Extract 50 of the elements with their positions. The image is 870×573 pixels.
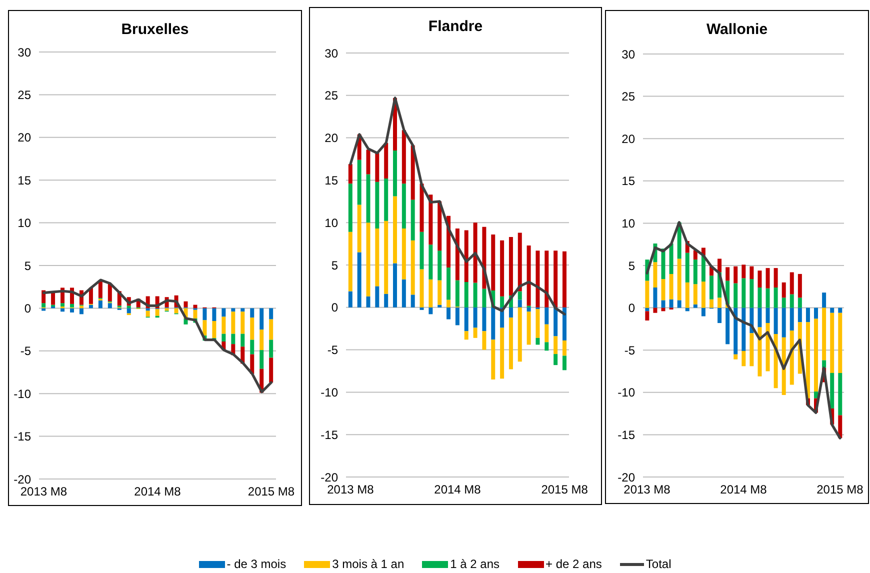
legend-label: 3 mois à 1 an [332,557,404,571]
x-tick-label: 2013 M8 [20,484,68,499]
y-tick-label: -15 [320,428,338,442]
legend-label: - de 3 mois [226,557,286,571]
y-tick-label: 10 [622,216,636,230]
legend-label: + de 2 ans [546,557,602,571]
y-tick-label: 25 [18,88,32,102]
y-tick-label: -10 [14,386,32,401]
x-tick-label: 2014 M8 [720,482,768,497]
chart-title: Bruxelles [120,21,190,38]
y-tick-label: 5 [24,258,32,273]
x-tick-label: 2015 M8 [248,484,295,499]
y-tick-label: 0 [24,301,32,316]
y-tick-label: 20 [324,131,338,146]
chart-title: Wallonie [705,21,769,38]
y-tick-label: 10 [18,216,32,230]
y-tick-label: 5 [628,258,636,273]
y-tick-label: 5 [331,258,338,272]
legend-label: Total [646,557,672,571]
x-tick-label: 2014 M8 [434,482,482,497]
y-tick-label: -10 [320,385,338,400]
y-tick-label: 30 [18,45,32,60]
legend-label: 1 à 2 ans [450,557,500,571]
y-tick-label: -10 [618,386,636,400]
y-tick-label: -5 [624,343,636,358]
x-tick-label: 2015 M8 [816,482,864,497]
y-tick-label: 30 [622,47,636,62]
x-tick-label: 2015 M8 [541,482,588,497]
y-tick-label: 10 [324,216,338,230]
y-tick-label: 15 [622,174,636,188]
y-tick-label: 20 [18,130,32,145]
y-tick-label: 15 [18,173,32,188]
chart-title: Flandre [427,18,484,35]
y-tick-label: -20 [320,470,338,484]
y-tick-label: -5 [20,344,32,358]
y-tick-label: -15 [618,428,636,442]
x-tick-label: 2013 M8 [624,482,671,497]
x-tick-label: 2014 M8 [134,484,182,499]
y-tick-label: -20 [14,472,32,486]
y-tick-label: 20 [622,132,636,146]
x-tick-label: 2013 M8 [327,482,374,497]
y-tick-label: 30 [324,46,338,60]
y-tick-label: 25 [324,88,338,103]
y-tick-label: -20 [618,470,636,484]
y-tick-label: -5 [327,343,338,358]
y-tick-label: 0 [628,301,636,316]
y-tick-label: 25 [622,90,636,104]
y-tick-label: -15 [14,430,32,444]
y-tick-label: 15 [324,173,338,188]
y-tick-label: 0 [331,300,338,315]
